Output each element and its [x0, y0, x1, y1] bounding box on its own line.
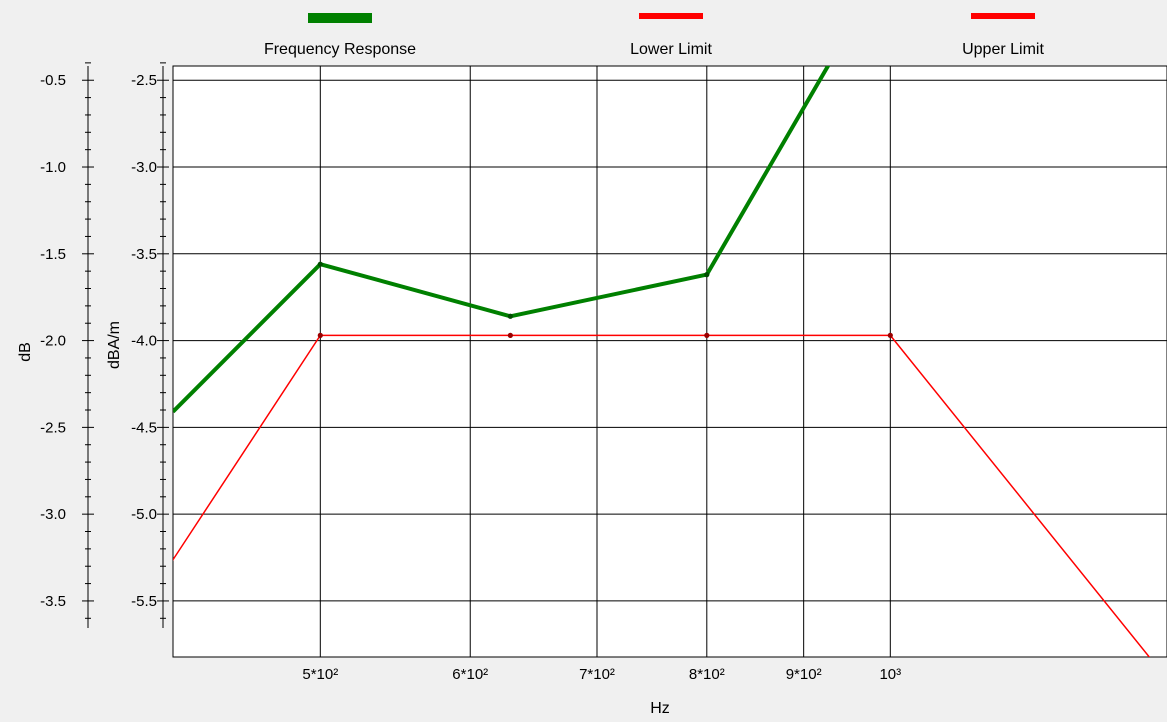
y-tick-label: -5.5	[131, 593, 157, 610]
frequency-response-legend-swatch	[308, 13, 372, 23]
y-tick-label: -1.5	[40, 246, 66, 263]
y-tick-label: -1.0	[40, 159, 66, 176]
x-tick-label: 9*10²	[786, 666, 822, 683]
lower-limit-line	[173, 334, 1151, 657]
y-tick-label: -4.5	[131, 419, 157, 436]
lower-limit-point	[507, 332, 513, 338]
lower-limit-legend-label: Lower Limit	[630, 41, 712, 58]
y-tick-label: -5.0	[131, 506, 157, 523]
left-y-axis-title: dB	[17, 342, 34, 362]
frequency-response-point	[507, 313, 513, 319]
y-tick-label: -4.0	[131, 333, 157, 350]
frequency-response-point	[704, 272, 710, 278]
x-tick-label: 10³	[879, 666, 901, 683]
frequency-response-point	[317, 261, 323, 267]
legend: Frequency Response Lower Limit Upper Limit	[264, 13, 1044, 58]
y-tick-label: -3.0	[131, 159, 157, 176]
x-tick-label: 8*10²	[689, 666, 725, 683]
x-tick-label: 5*10²	[302, 666, 338, 683]
x-axis-title: Hz	[650, 700, 670, 717]
grid	[173, 66, 1167, 657]
y-tick-label: -2.5	[131, 72, 157, 89]
lower-limit-point	[317, 332, 323, 338]
left-y-axis: dB -0.5 -1.0 -1.5 -2.0 -2.5 -3.0 -3.5	[17, 62, 94, 628]
lower-limit-point	[704, 332, 710, 338]
upper-limit-legend-label: Upper Limit	[962, 41, 1044, 58]
upper-limit-legend-swatch	[971, 13, 1035, 19]
x-tick-label: 7*10²	[579, 666, 615, 683]
plot-area	[172, 65, 1167, 658]
right-y-axis: dBA/m -2.5 -3.0 -3.5 -4.0 -4.5 -5.0 -5.5	[106, 62, 169, 628]
y-tick-label: -2.0	[40, 333, 66, 350]
y-tick-label: -3.5	[40, 593, 66, 610]
series-clip-group	[173, 66, 1151, 657]
x-axis: Hz 5*10² 6*10² 7*10² 8*10² 9*10² 10³	[302, 666, 901, 717]
y-tick-label: -3.5	[131, 246, 157, 263]
lower-limit-legend-swatch	[639, 13, 703, 19]
lower-limit-point	[887, 332, 893, 338]
y-tick-label: -0.5	[40, 72, 66, 89]
frequency-response-legend-label: Frequency Response	[264, 41, 416, 58]
series-layer	[173, 66, 1151, 657]
y-tick-label: -3.0	[40, 506, 66, 523]
right-y-axis-title: dBA/m	[106, 321, 123, 369]
x-tick-label: 6*10²	[452, 666, 488, 683]
y-tick-label: -2.5	[40, 419, 66, 436]
